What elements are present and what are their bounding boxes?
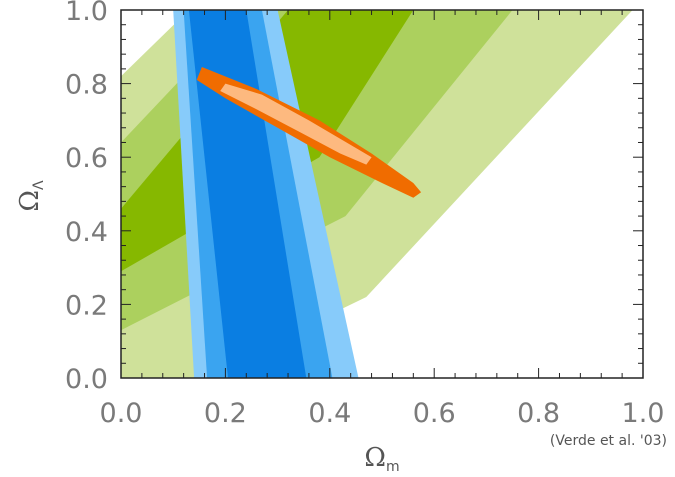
x-tick-labels: 0.0 0.2 0.4 0.6 0.8 1.0 xyxy=(100,398,665,429)
y-axis-symbol: Ω xyxy=(15,190,45,212)
axis-ticks xyxy=(120,9,644,379)
contour-region xyxy=(220,83,372,165)
y-axis-title: ΩΛ xyxy=(15,180,47,212)
y-tick-label: 0.2 xyxy=(65,290,108,321)
x-tick-label: 0.4 xyxy=(308,398,351,429)
contour-regions xyxy=(121,10,633,378)
x-tick-label: 0.2 xyxy=(204,398,247,429)
x-axis-title: Ωm xyxy=(364,443,399,475)
y-tick-label: 0.0 xyxy=(65,364,108,395)
x-axis-symbol: Ω xyxy=(364,443,386,473)
y-tick-label: 0.4 xyxy=(65,217,108,248)
y-tick-label: 1.0 xyxy=(65,0,108,27)
x-tick-label: 0.0 xyxy=(100,398,143,429)
y-tick-label: 0.8 xyxy=(65,70,108,101)
x-axis-subscript: m xyxy=(386,459,400,475)
y-tick-labels: 0.0 0.2 0.4 0.6 0.8 1.0 xyxy=(65,0,108,395)
contour-region xyxy=(188,10,307,378)
x-tick-label: 0.6 xyxy=(413,398,456,429)
y-tick-label: 0.6 xyxy=(65,143,108,174)
citation-annotation: (Verde et al. '03) xyxy=(550,433,667,449)
x-tick-label: 0.8 xyxy=(517,398,560,429)
y-axis-subscript: Λ xyxy=(31,180,47,190)
plot-frame xyxy=(120,9,644,379)
x-tick-label: 1.0 xyxy=(622,398,665,429)
